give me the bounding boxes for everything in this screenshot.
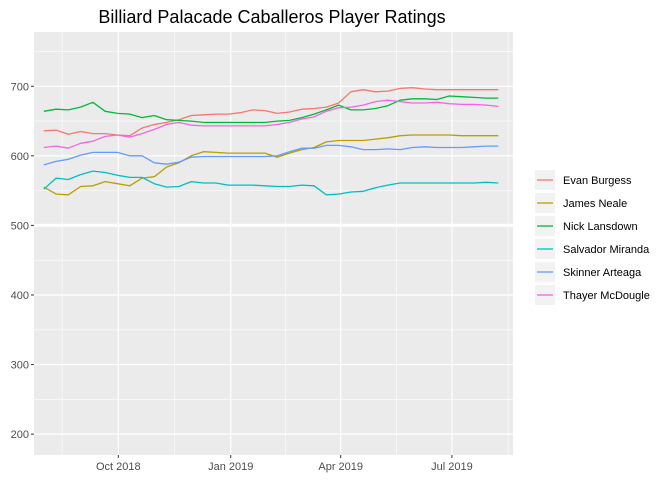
y-tick-label: 700 [11,81,29,93]
legend-label: Evan Burgess [563,175,632,187]
series-line-nick-lansdown [43,95,499,124]
y-tick-label: 500 [11,220,29,232]
series-line-salvador-miranda [43,170,499,196]
x-tick-label: Apr 2019 [318,461,363,473]
legend: Evan Burgess James Neale Nick Lansdown Salv… [535,170,650,305]
legend-label: Salvador Miranda [563,244,650,256]
legend-label: James Neale [563,198,627,210]
series-line-skinner-arteaga [43,144,499,166]
chart-title: Billiard Palacade Caballeros Player Rati… [98,7,445,27]
plot-panel [34,32,513,455]
series-line-thayer-mcdougle [43,99,499,149]
y-tick-label: 200 [11,429,29,441]
axes: 200 300 400 500 600 700 Oct 2018 Jan 2019 Apr 20… [11,81,473,473]
x-tick-label: Jan 2019 [208,461,253,473]
grid [34,32,513,455]
legend-label: Nick Lansdown [563,221,638,233]
y-tick-label: 600 [11,151,29,163]
x-tick-label: Jul 2019 [431,461,473,473]
legend-label: Skinner Arteaga [563,267,642,279]
series-line-james-neale [43,134,499,196]
y-tick-label: 300 [11,360,29,372]
x-tick-label: Oct 2018 [96,461,141,473]
series-lines [43,87,499,196]
y-tick-label: 400 [11,290,29,302]
legend-label: Thayer McDougle [563,290,650,302]
